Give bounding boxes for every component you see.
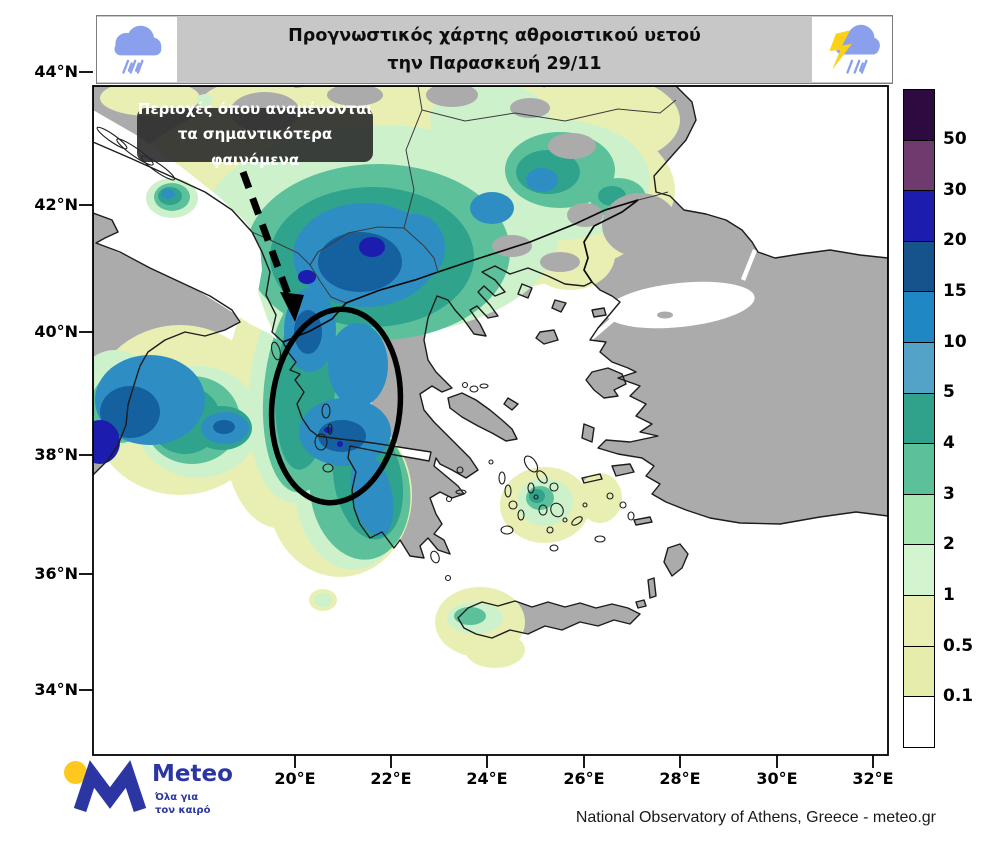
map-canvas [93,86,888,755]
credit-text: National Observatory of Athens, Greece -… [575,809,936,826]
longitude-label: 30°E [756,769,798,788]
title-line-2: την Παρασκευή 29/11 [387,53,602,74]
annotation-box: Περιοχές όπου αναμένονται τα σημαντικότε… [137,100,373,169]
colorbar-block [904,343,934,394]
colorbar-block [904,90,934,141]
title-bar: Προγνωστικός χάρτης αθροιστικού υετού τη… [96,15,893,84]
sea-of-marmara [605,281,755,329]
annotation-line-2: τα σημαντικότερα φαινόμενα [177,125,333,169]
longitude-label: 32°E [852,769,894,788]
title-line-1: Προγνωστικός χάρτης αθροιστικού υετού [288,25,701,46]
colorbar-label: 1 [943,585,955,605]
colorbar-block [904,646,934,698]
annotation-arrowhead [280,292,304,322]
island-outlines [96,126,635,582]
longitude-label: 24°E [466,769,508,788]
colorbar-block [904,545,934,597]
logo-brand: Meteo [152,761,233,787]
longitude-label: 28°E [659,769,701,788]
bosporus-strait [740,249,758,281]
colorbar-label: 50 [943,129,967,149]
colorbar-label: 0.5 [943,636,974,656]
country-borders [251,86,677,304]
latitude-label: 44°N [34,62,78,81]
latitude-ticks [79,71,93,691]
colorbar-label: 3 [943,484,955,504]
colorbar-label: 0.1 [943,686,974,706]
precipitation-colorbar [903,89,935,748]
longitude-label: 26°E [563,769,605,788]
colorbar-label: 15 [943,281,967,301]
colorbar-block [904,191,934,242]
adriatic-rain-spot [146,178,198,218]
colorbar-label: 20 [943,230,967,250]
colorbar-label: 5 [943,382,955,402]
colorbar-block [904,596,934,647]
latitude-label: 36°N [34,564,78,583]
logo-dot-icon [64,761,87,784]
latitude-label: 34°N [34,680,78,699]
greek-border [282,199,639,343]
colorbar-label: 2 [943,534,955,554]
logo-tagline-2: τον καιρό [155,804,211,816]
colorbar-label: 4 [943,433,955,453]
colorbar-block [904,697,934,747]
colorbar-block [904,140,934,192]
rain-cloud-icon [97,17,177,82]
latitude-label: 42°N [34,195,78,214]
annotation-ellipse [268,306,404,506]
meteo-logo: Meteo Όλα για τον καιρό [52,748,262,832]
map-frame [92,85,889,756]
longitude-label: 22°E [370,769,412,788]
colorbar-block [904,494,934,546]
adriatic-sea [93,110,277,340]
logo-tagline-1: Όλα για [155,792,199,803]
latitude-label: 40°N [34,322,78,341]
longitude-ticks [294,755,874,768]
marmara-island [657,311,673,319]
logo-tagline: Όλα για τον καιρό [155,792,210,817]
latitude-label: 38°N [34,445,78,464]
colorbar-block [904,393,934,445]
longitude-label: 20°E [274,769,316,788]
storm-cloud-icon [812,17,892,82]
colorbar-label: 10 [943,332,967,352]
annotation-arrow-shaft [239,170,294,302]
logo-m-icon [73,760,147,813]
colorbar-label: 30 [943,180,967,200]
colorbar-block [904,444,934,495]
annotation-line-1: Περιοχές όπου αναμένονται [137,99,373,118]
colorbar-block [904,241,934,293]
map-title: Προγνωστικός χάρτης αθροιστικού υετού τη… [177,22,812,78]
colorbar-block [904,292,934,344]
